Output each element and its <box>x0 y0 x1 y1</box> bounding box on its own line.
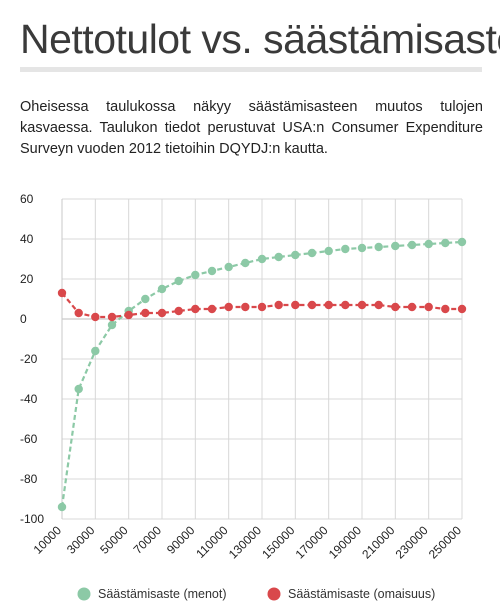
y-tick-label: -100 <box>20 512 44 526</box>
data-point <box>141 308 150 318</box>
data-point <box>74 384 83 394</box>
data-point <box>291 300 300 310</box>
x-tick-label: 130000 <box>226 523 264 561</box>
x-tick-label: 110000 <box>193 523 231 561</box>
data-point <box>107 312 117 322</box>
data-point <box>324 246 333 256</box>
data-point <box>441 304 450 314</box>
data-point <box>74 308 83 318</box>
chart-legend: Säästämisaste (menot) Säästämisaste (omai… <box>77 587 435 601</box>
x-tick-label: 30000 <box>64 523 98 557</box>
y-tick-label: -80 <box>20 472 38 486</box>
data-point <box>191 270 200 280</box>
data-point <box>241 258 250 268</box>
data-point <box>407 240 417 250</box>
data-point <box>174 276 183 286</box>
data-point <box>191 304 200 314</box>
data-point <box>391 302 400 312</box>
data-point <box>291 250 300 260</box>
x-tick-label: 190000 <box>326 523 364 561</box>
data-point <box>224 302 233 312</box>
data-point <box>424 239 433 249</box>
x-tick-label: 210000 <box>359 523 397 561</box>
x-tick-label: 150000 <box>259 523 297 561</box>
data-point <box>274 252 283 262</box>
data-point <box>457 237 467 247</box>
data-point <box>207 304 217 314</box>
data-point <box>391 241 400 251</box>
data-point <box>357 243 367 253</box>
x-tick-label: 170000 <box>293 523 331 561</box>
legend-label: Säästämisaste (menot) <box>98 587 227 601</box>
chart: 60 40 20 0 -20 -40 -60 -80 -100 10000 30000 50000 7… <box>20 192 467 601</box>
x-tick-label: 250000 <box>426 523 464 561</box>
page-title: Nettotulot vs. säästämisaste <box>20 16 500 62</box>
chart-grid <box>61 198 463 520</box>
data-point <box>91 312 100 322</box>
series-1 <box>57 237 467 512</box>
x-axis-ticks: 10000 30000 50000 70000 90000110000130000150… <box>31 523 465 561</box>
data-point <box>374 242 383 252</box>
data-point <box>257 254 267 264</box>
intro-paragraph: Oheisessa taulukossa näkyy säästämisaste… <box>20 99 483 157</box>
data-point <box>157 284 167 294</box>
data-point <box>374 300 383 310</box>
data-point <box>91 346 100 356</box>
x-tick-label: 70000 <box>131 523 165 557</box>
data-point <box>141 294 150 304</box>
data-point <box>341 300 350 310</box>
data-point <box>57 502 67 512</box>
data-point <box>174 306 183 316</box>
data-point <box>57 288 67 298</box>
y-tick-label: 40 <box>20 232 34 246</box>
y-tick-label: -20 <box>20 352 38 366</box>
data-point <box>207 266 217 276</box>
y-tick-label: -40 <box>20 392 38 406</box>
data-point <box>257 302 267 312</box>
data-point <box>457 304 467 314</box>
y-axis-ticks: 60 40 20 0 -20 -40 -60 -80 -100 <box>20 192 44 526</box>
data-point <box>307 248 317 258</box>
chart-series <box>57 237 467 512</box>
legend-item: Säästämisaste (menot) <box>77 587 227 601</box>
legend-swatch <box>267 587 281 601</box>
data-point <box>357 300 367 310</box>
data-point <box>274 300 283 310</box>
data-point <box>424 302 433 312</box>
legend-swatch <box>77 587 91 601</box>
data-point <box>324 300 333 310</box>
data-point <box>157 308 167 318</box>
y-tick-label: 20 <box>20 272 34 286</box>
legend-label: Säästämisaste (omaisuus) <box>288 587 435 601</box>
y-tick-label: -60 <box>20 432 38 446</box>
data-point <box>407 302 417 312</box>
x-tick-label: 10000 <box>31 523 65 557</box>
series-2 <box>57 288 467 322</box>
data-point <box>124 310 133 320</box>
data-point <box>307 300 317 310</box>
legend-item: Säästämisaste (omaisuus) <box>267 587 435 601</box>
y-tick-label: 0 <box>20 312 27 326</box>
data-point <box>107 320 117 330</box>
data-point <box>441 238 450 248</box>
y-tick-label: 60 <box>20 192 34 206</box>
data-point <box>224 262 233 272</box>
title-divider <box>20 67 482 72</box>
data-point <box>341 244 350 254</box>
data-point <box>241 302 250 312</box>
x-tick-label: 50000 <box>97 523 131 557</box>
x-tick-label: 230000 <box>393 523 431 561</box>
